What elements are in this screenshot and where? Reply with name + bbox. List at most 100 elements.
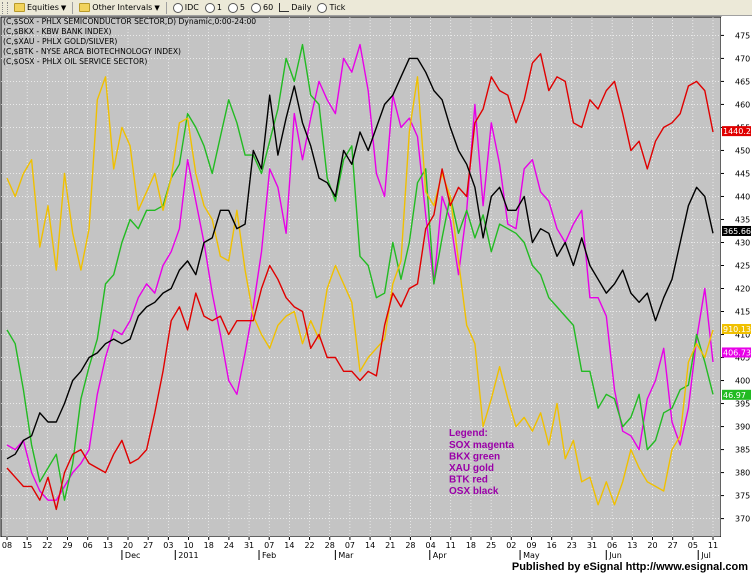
symbol-header-line: (C,$OSX - PHLX OIL SERVICE SECTOR) [3,57,147,66]
x-axis-background [0,537,752,560]
interval-1-label: 1 [216,3,222,12]
last-value-box [722,347,751,358]
last-value-label: 46.97 [723,391,746,400]
y-tick-label: 475 [735,31,750,40]
legend-item: SOX magenta [449,440,514,451]
x-tick-label: 18 [204,541,214,550]
idc-label: IDC [184,3,199,12]
x-tick-label: 03 [163,541,173,550]
footer: Published by eSignal http://www.esignal.… [0,560,752,576]
series-line-xau [6,76,714,506]
x-tick-label: 20 [647,541,657,550]
x-tick-label: 23 [567,541,577,550]
x-tick-label: 22 [304,541,314,550]
y-tick-label: 415 [735,308,750,317]
daily-button[interactable]: Daily [276,1,314,15]
y-tick-label: 420 [735,285,750,294]
equities-label: Equities [27,3,59,12]
last-value-label: 365.66 [723,227,751,236]
x-tick-label: 31 [244,541,254,550]
interval-5-button[interactable]: 5 [225,1,248,15]
x-tick-label: 08 [2,541,12,550]
x-tick-label: 28 [405,541,415,550]
price-chart[interactable]: 370 375 380 385 390 395 400 405 410 415 420 425 430 4… [0,16,752,560]
x-tick-label: 04 [426,541,436,550]
y-tick-label: 375 [735,492,750,501]
y-tick-label: 410 [735,331,750,340]
month-label: 2011 [178,551,198,560]
chart-icon [279,3,290,12]
x-tick-label: 18 [466,541,476,550]
symbol-header-line: (C,$XAU - PHLX GOLD/SILVER) [3,37,117,46]
y-tick-label: 440 [735,192,750,201]
y-tick-label: 460 [735,100,750,109]
x-tick-label: 02 [506,541,516,550]
x-tick-label: 11 [446,541,456,550]
x-tick-label: 31 [587,541,597,550]
month-label: May [523,551,540,560]
y-tick-label: 395 [735,400,750,409]
y-tick-label: 445 [735,169,750,178]
last-value-box [722,225,751,236]
x-tick-label: 21 [385,541,395,550]
x-tick-label: 13 [627,541,637,550]
y-tick-label: 370 [735,515,750,524]
x-tick-label: 20 [123,541,133,550]
x-tick-label: 11 [708,541,718,550]
last-value-box [722,126,751,137]
y-axis-background [721,17,751,537]
series-line-osx [6,57,714,460]
other-intervals-label: Other Intervals [92,3,153,12]
month-label: Mar [338,551,354,560]
x-tick-label: 14 [284,541,294,550]
y-tick-label: 405 [735,354,750,363]
folder-icon [14,3,25,12]
last-value-label: 406.73 [723,348,751,357]
interval-1-button[interactable]: 1 [202,1,225,15]
x-tick-label: 06 [607,541,617,550]
other-intervals-dropdown[interactable]: Other Intervals ▼ [76,1,162,15]
legend-item: OSX black [449,486,499,497]
y-tick-label: 390 [735,423,750,432]
footer-credit: Published by eSignal http://www.esignal.… [511,561,748,573]
legend-title: Legend: [449,428,488,439]
x-tick-label: 06 [83,541,93,550]
x-tick-label: 09 [526,541,536,550]
equities-dropdown[interactable]: Equities ▼ [11,1,69,15]
toolbar-grip[interactable] [2,1,8,14]
interval-60-button[interactable]: 60 [248,1,276,15]
x-tick-label: 13 [103,541,113,550]
series-line-sox [6,43,714,501]
y-tick-label: 385 [735,446,750,455]
y-tick-label: 435 [735,215,750,224]
last-value-box [722,389,751,400]
month-label: Jun [608,551,622,560]
x-tick-label: 22 [42,541,52,550]
legend-item: XAU gold [449,463,494,474]
toolbar: Equities ▼ Other Intervals ▼ IDC 1 5 60 … [0,0,752,16]
x-tick-label: 27 [668,541,678,550]
clock-icon [172,2,183,13]
daily-label: Daily [291,3,312,12]
toolbar-divider [165,1,167,14]
legend-item: BTK red [449,475,488,486]
idc-button[interactable]: IDC [170,1,202,15]
last-value-label: 1440.29 [723,127,752,136]
x-tick-label: 07 [345,541,355,550]
y-tick-label: 400 [735,377,750,386]
x-tick-label: 07 [264,541,274,550]
x-tick-label: 05 [688,541,698,550]
x-tick-label: 16 [547,541,557,550]
interval-5-label: 5 [239,3,246,12]
x-tick-label: 25 [486,541,496,550]
y-tick-label: 425 [735,261,750,270]
y-tick-label: 380 [735,469,750,478]
month-label: Jul [700,551,711,560]
tick-button[interactable]: Tick [314,1,348,15]
series-line-btk [6,53,714,511]
y-tick-label: 450 [735,146,750,155]
y-tick-label: 465 [735,77,750,86]
chevron-down-icon: ▼ [60,3,67,12]
y-tick-label: 430 [735,238,750,247]
chart-area[interactable]: 370 375 380 385 390 395 400 405 410 415 420 425 430 4… [0,16,752,560]
